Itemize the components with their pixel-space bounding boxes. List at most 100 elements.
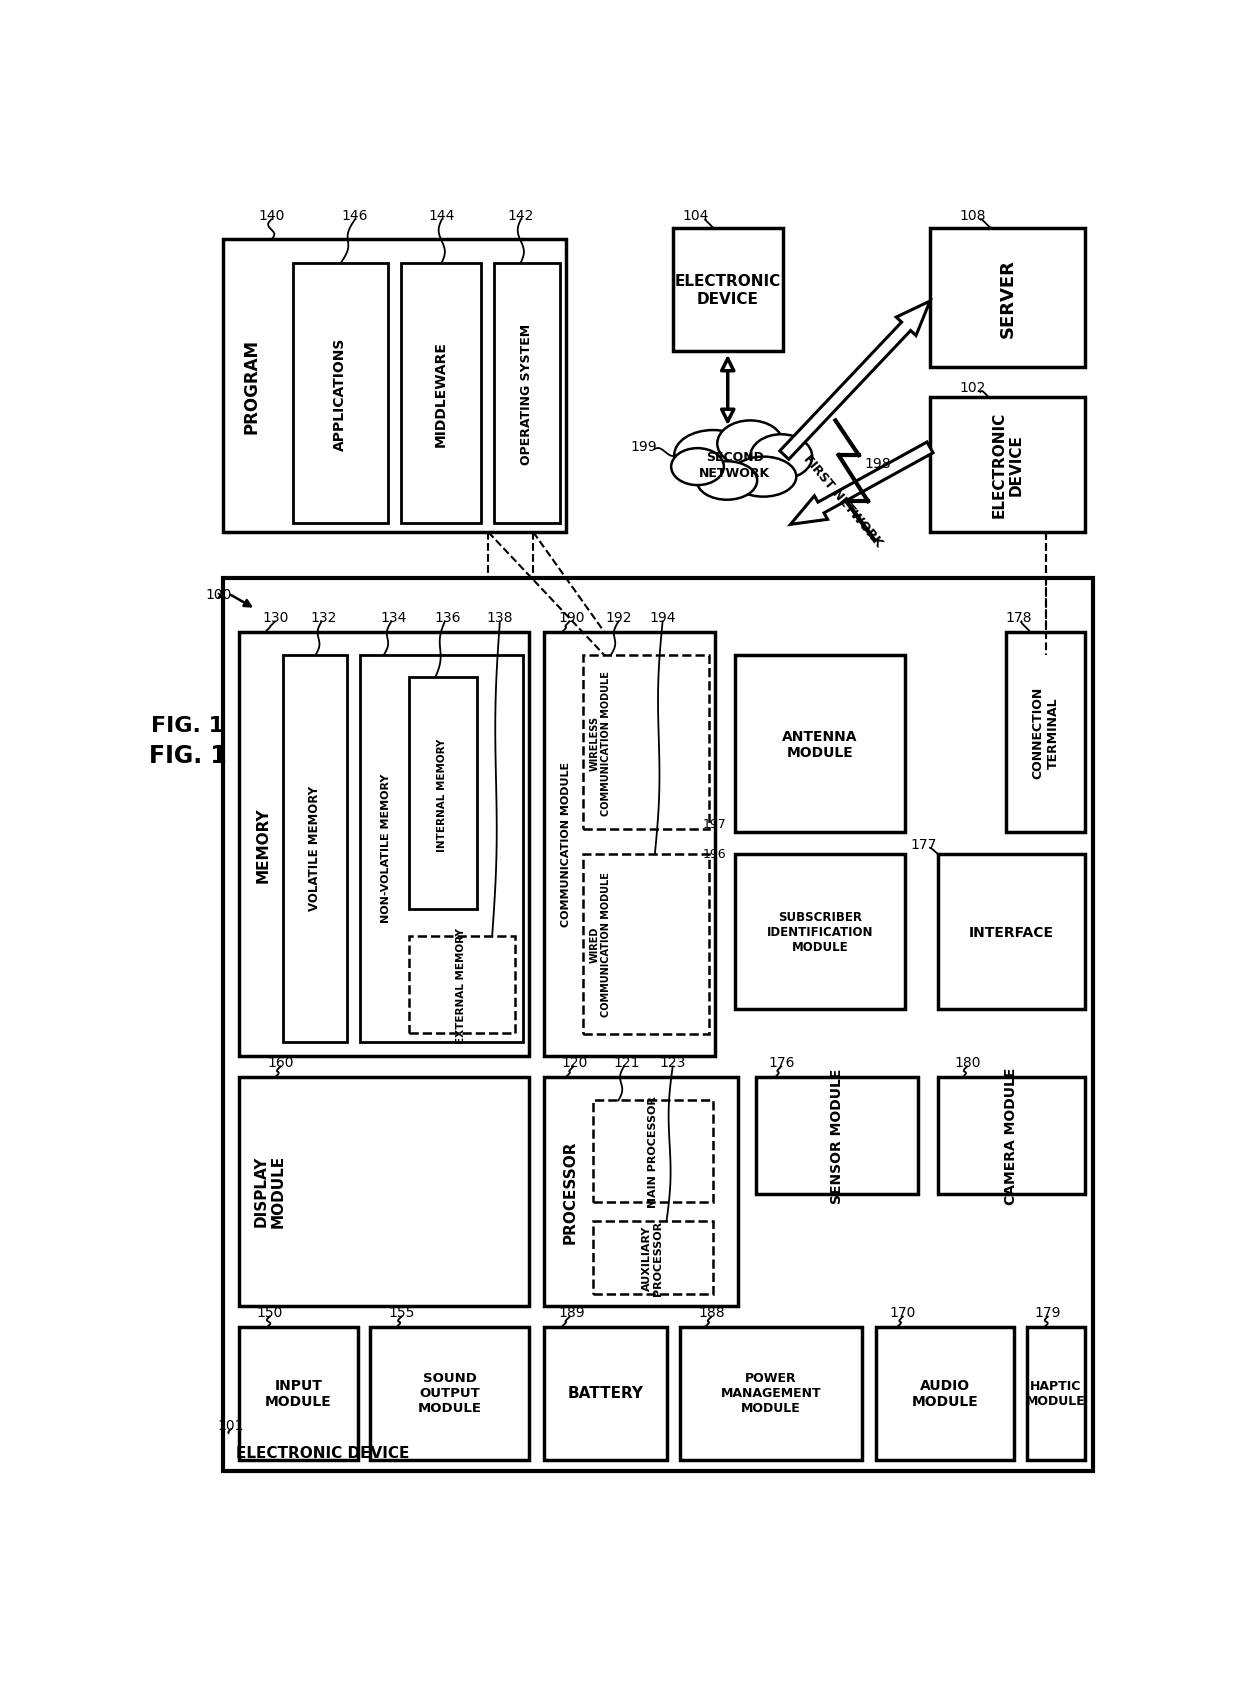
Text: 134: 134: [381, 611, 407, 624]
Text: 102: 102: [960, 382, 986, 395]
Text: 100: 100: [206, 587, 232, 600]
Text: MAIN PROCESSOR: MAIN PROCESSOR: [647, 1095, 657, 1208]
Text: ELECTRONIC
DEVICE: ELECTRONIC DEVICE: [675, 274, 781, 306]
Text: VOLATILE MEMORY: VOLATILE MEMORY: [309, 785, 321, 910]
Bar: [875, 1327, 1014, 1460]
Text: CAMERA MODULE: CAMERA MODULE: [1004, 1068, 1018, 1204]
Bar: [755, 1078, 919, 1194]
Text: 198: 198: [864, 456, 890, 471]
Text: SUBSCRIBER
IDENTIFICATION
MODULE: SUBSCRIBER IDENTIFICATION MODULE: [766, 910, 873, 954]
Polygon shape: [791, 442, 932, 525]
Text: INTERFACE: INTERFACE: [968, 925, 1054, 939]
Bar: [930, 399, 1085, 533]
Text: SENSOR MODULE: SENSOR MODULE: [830, 1068, 844, 1204]
Ellipse shape: [750, 436, 812, 479]
Text: COMMUNICATION MODULE: COMMUNICATION MODULE: [560, 762, 570, 927]
Bar: [238, 1078, 528, 1307]
Text: 177: 177: [910, 838, 937, 851]
Bar: [238, 632, 528, 1056]
Text: 196: 196: [703, 848, 727, 861]
Text: 101: 101: [218, 1418, 244, 1433]
Bar: [371, 1327, 528, 1460]
Bar: [409, 678, 476, 910]
Text: INTERNAL MEMORY: INTERNAL MEMORY: [436, 738, 446, 851]
Text: ANTENNA
MODULE: ANTENNA MODULE: [782, 730, 858, 760]
Text: 194: 194: [650, 611, 676, 624]
Text: 108: 108: [960, 209, 986, 222]
Text: 140: 140: [258, 209, 284, 222]
Bar: [544, 632, 714, 1056]
Text: ELECTRONIC DEVICE: ELECTRONIC DEVICE: [237, 1445, 409, 1460]
Bar: [223, 241, 565, 533]
Text: FIG. 1: FIG. 1: [151, 715, 224, 735]
Text: PROCESSOR: PROCESSOR: [562, 1140, 577, 1243]
Text: ELECTRONIC
DEVICE: ELECTRONIC DEVICE: [991, 412, 1024, 518]
Text: 199: 199: [630, 439, 656, 454]
Text: 123: 123: [660, 1055, 686, 1070]
Bar: [734, 854, 905, 1009]
Text: SOUND
OUTPUT
MODULE: SOUND OUTPUT MODULE: [418, 1371, 481, 1415]
Text: 138: 138: [486, 611, 513, 624]
Text: CONNECTION
TERMINAL: CONNECTION TERMINAL: [1032, 686, 1059, 779]
Text: WIRED
COMMUNICATION MODULE: WIRED COMMUNICATION MODULE: [590, 871, 611, 1018]
Text: POWER
MANAGEMENT
MODULE: POWER MANAGEMENT MODULE: [720, 1371, 821, 1415]
Text: 121: 121: [613, 1055, 640, 1070]
Text: 155: 155: [388, 1305, 414, 1319]
Ellipse shape: [730, 458, 796, 498]
Text: INPUT
MODULE: INPUT MODULE: [265, 1378, 332, 1408]
Bar: [937, 1078, 1085, 1194]
Text: 190: 190: [559, 611, 585, 624]
Bar: [930, 229, 1085, 367]
Text: 144: 144: [429, 209, 455, 222]
Text: PROGRAM: PROGRAM: [243, 340, 260, 434]
Bar: [583, 656, 709, 829]
Text: 178: 178: [1006, 611, 1033, 624]
Text: 160: 160: [268, 1055, 294, 1070]
Bar: [583, 854, 709, 1034]
Bar: [544, 1327, 667, 1460]
Text: 189: 189: [559, 1305, 585, 1319]
Text: 180: 180: [954, 1055, 981, 1070]
Text: 104: 104: [683, 209, 709, 222]
Bar: [593, 1221, 713, 1295]
Bar: [283, 656, 347, 1043]
Bar: [544, 1078, 738, 1307]
Bar: [681, 1327, 862, 1460]
Bar: [293, 264, 388, 523]
Bar: [593, 1100, 713, 1203]
Text: 179: 179: [1034, 1305, 1061, 1319]
Bar: [361, 656, 523, 1043]
Bar: [402, 264, 481, 523]
Text: MEMORY: MEMORY: [255, 807, 272, 881]
Text: SERVER: SERVER: [998, 259, 1017, 338]
Text: 188: 188: [698, 1305, 724, 1319]
Text: 176: 176: [768, 1055, 795, 1070]
Text: AUDIO
MODULE: AUDIO MODULE: [911, 1378, 978, 1408]
Text: 120: 120: [562, 1055, 588, 1070]
Bar: [937, 854, 1085, 1009]
Text: WIRELESS
COMMUNICATION MODULE: WIRELESS COMMUNICATION MODULE: [590, 671, 611, 816]
Text: EXTERNAL MEMORY: EXTERNAL MEMORY: [456, 927, 466, 1043]
Text: 142: 142: [507, 209, 534, 222]
Bar: [1027, 1327, 1085, 1460]
Polygon shape: [780, 301, 930, 459]
Text: SECOND
NETWORK: SECOND NETWORK: [699, 451, 770, 479]
Text: 150: 150: [257, 1305, 283, 1319]
Text: NON-VOLATILE MEMORY: NON-VOLATILE MEMORY: [381, 774, 391, 923]
Ellipse shape: [697, 463, 758, 501]
Text: 170: 170: [889, 1305, 916, 1319]
Ellipse shape: [671, 449, 724, 486]
Text: MIDDLEWARE: MIDDLEWARE: [434, 341, 448, 447]
Text: 136: 136: [435, 611, 461, 624]
Text: 146: 146: [342, 209, 368, 222]
Text: FIG. 1: FIG. 1: [149, 743, 227, 769]
Bar: [409, 937, 516, 1033]
Ellipse shape: [675, 431, 751, 481]
Text: 192: 192: [605, 611, 631, 624]
Bar: [495, 264, 559, 523]
Bar: [223, 579, 1092, 1472]
Bar: [734, 656, 905, 833]
Text: 132: 132: [311, 611, 337, 624]
Text: OPERATING SYSTEM: OPERATING SYSTEM: [521, 323, 533, 464]
Text: FIRST NETWORK: FIRST NETWORK: [801, 452, 885, 548]
